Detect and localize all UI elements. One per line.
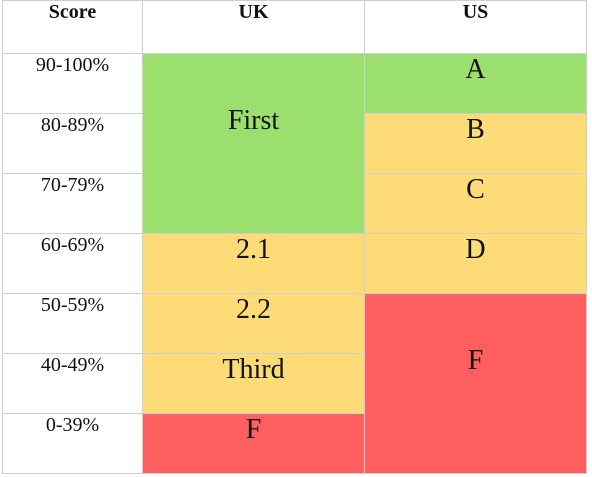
us-grade-d: D: [364, 233, 587, 294]
score-header: Score: [2, 0, 143, 54]
header-row: Score UK US: [2, 0, 587, 54]
uk-header: UK: [142, 0, 365, 54]
table-row: 90-100% First A: [2, 53, 587, 234]
uk-grade-third: Third: [142, 353, 365, 414]
table-row: 60-69% 2.1 D: [2, 233, 587, 294]
score-range-cell: 0-39%: [2, 413, 143, 474]
score-range-cell: 70-79%: [2, 173, 143, 234]
score-range-cell: 80-89%: [2, 113, 143, 174]
us-grade-b: B: [364, 113, 587, 174]
uk-grade-fail: F: [142, 413, 365, 474]
table-row: 70-79% C: [2, 173, 587, 234]
score-range-cell: 50-59%: [2, 293, 143, 354]
uk-grade-2-1: 2.1: [142, 233, 365, 294]
table-row: 40-49% Third: [2, 353, 587, 414]
us-grade-f: F: [364, 293, 587, 474]
table-row: 50-59% 2.2 F: [2, 293, 587, 474]
score-range-cell: 40-49%: [2, 353, 143, 414]
score-range-cell: 60-69%: [2, 233, 143, 294]
table-row: 0-39% F: [2, 413, 587, 474]
us-header: US: [364, 0, 587, 54]
us-grade-c: C: [364, 173, 587, 234]
uk-grade-first: First: [142, 53, 365, 234]
table-row: 80-89% B: [2, 113, 587, 174]
score-range-cell: 90-100%: [2, 53, 143, 114]
uk-grade-2-2: 2.2: [142, 293, 365, 354]
us-grade-a: A: [364, 53, 587, 114]
